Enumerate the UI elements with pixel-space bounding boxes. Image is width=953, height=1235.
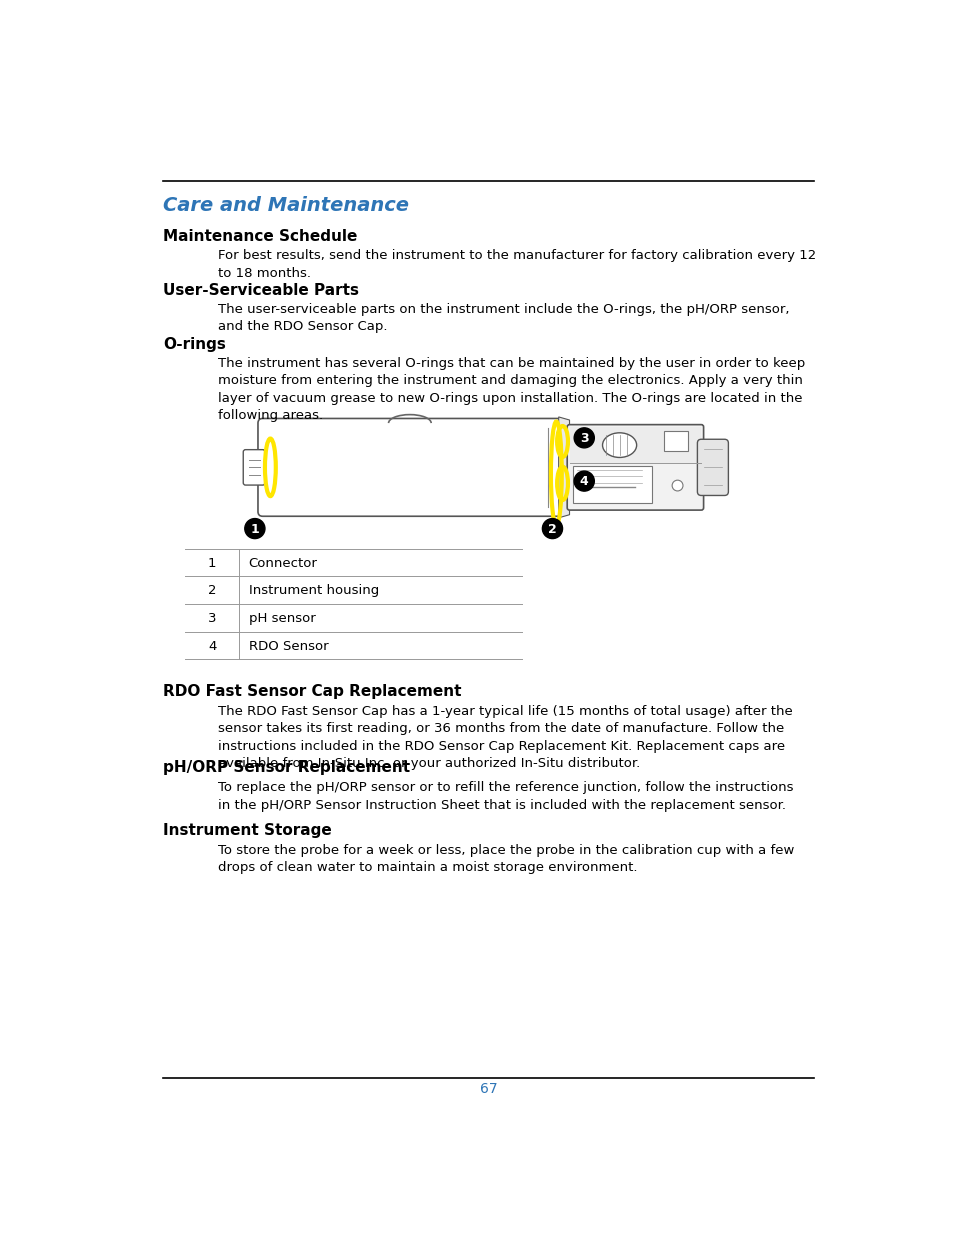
Text: To store the probe for a week or less, place the probe in the calibration cup wi: To store the probe for a week or less, p… (218, 844, 794, 874)
Bar (572, 467, 651, 503)
Text: RDO Sensor: RDO Sensor (249, 640, 328, 653)
Polygon shape (558, 417, 569, 517)
Circle shape (574, 427, 594, 448)
Text: Care and Maintenance: Care and Maintenance (163, 196, 409, 215)
Text: The RDO Fast Sensor Cap has a 1-year typical life (15 months of total usage) aft: The RDO Fast Sensor Cap has a 1-year typ… (218, 705, 792, 771)
Text: User-Serviceable Parts: User-Serviceable Parts (163, 283, 359, 298)
Text: 1: 1 (251, 522, 259, 536)
Text: 3: 3 (208, 613, 216, 625)
FancyBboxPatch shape (243, 450, 265, 485)
Text: Connector: Connector (249, 557, 317, 569)
FancyBboxPatch shape (697, 440, 728, 495)
Text: 4: 4 (208, 640, 216, 653)
FancyBboxPatch shape (257, 419, 561, 516)
Text: RDO Fast Sensor Cap Replacement: RDO Fast Sensor Cap Replacement (163, 684, 461, 699)
Circle shape (542, 519, 562, 538)
Text: The user-serviceable parts on the instrument include the O-rings, the pH/ORP sen: The user-serviceable parts on the instru… (218, 303, 789, 333)
FancyBboxPatch shape (567, 425, 703, 510)
Bar (663, 431, 687, 451)
Text: To replace the pH/ORP sensor or to refill the reference junction, follow the ins: To replace the pH/ORP sensor or to refil… (218, 782, 793, 811)
Text: Instrument housing: Instrument housing (249, 584, 378, 598)
Text: 67: 67 (479, 1082, 497, 1097)
Text: O-rings: O-rings (163, 337, 226, 352)
Text: For best results, send the instrument to the manufacturer for factory calibratio: For best results, send the instrument to… (218, 249, 816, 279)
Circle shape (672, 480, 682, 492)
Circle shape (574, 471, 594, 492)
Ellipse shape (602, 432, 636, 457)
Text: 4: 4 (579, 475, 588, 488)
Text: Instrument Storage: Instrument Storage (163, 823, 332, 837)
Bar (569, 427, 700, 463)
Text: 3: 3 (579, 432, 588, 445)
Text: pH sensor: pH sensor (249, 613, 315, 625)
Text: The instrument has several O-rings that can be maintained by the user in order t: The instrument has several O-rings that … (218, 357, 805, 422)
Text: Maintenance Schedule: Maintenance Schedule (163, 228, 357, 245)
Text: 2: 2 (548, 522, 557, 536)
Text: pH/ORP Sensor Replacement: pH/ORP Sensor Replacement (163, 761, 410, 776)
Text: 2: 2 (208, 584, 216, 598)
Text: 1: 1 (208, 557, 216, 569)
Circle shape (245, 519, 265, 538)
